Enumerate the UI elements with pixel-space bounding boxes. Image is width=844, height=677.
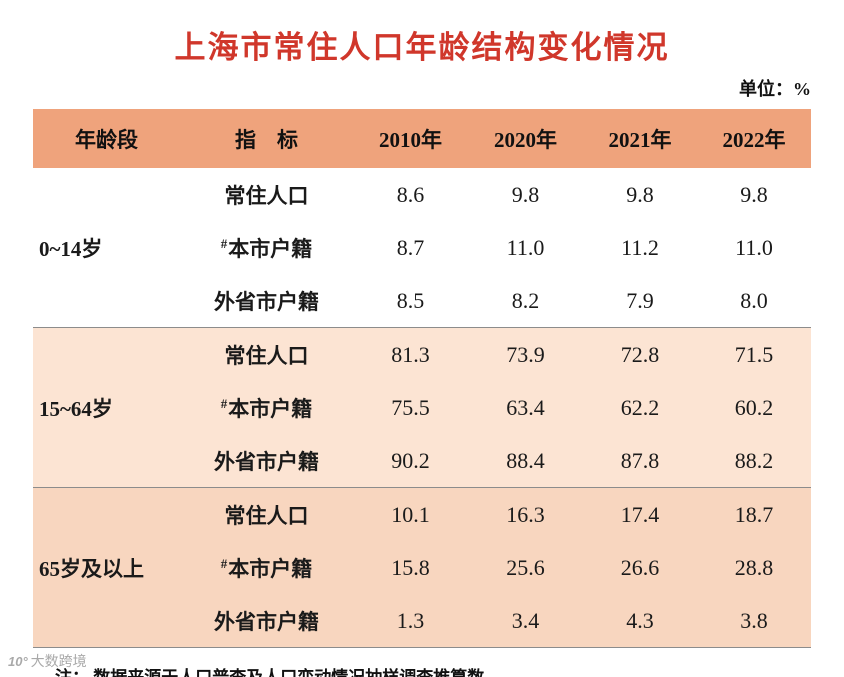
- value-cell: 3.4: [511, 607, 540, 633]
- col-header-2010: 2010年: [353, 109, 468, 168]
- value-cell: 1.3: [396, 607, 425, 633]
- value-cell: 16.3: [506, 501, 545, 527]
- value-cell: 63.4: [506, 394, 545, 420]
- table-row: 0~14岁 常住人口 8.6 9.8 9.8 9.8: [33, 168, 811, 261]
- table-row: 15~64岁 常住人口 81.3 73.9 72.8 71.5: [33, 328, 811, 421]
- value-cell: 11.2: [621, 234, 659, 260]
- value-cell: 7.9: [626, 287, 654, 313]
- col-header-2021: 2021年: [583, 109, 697, 168]
- age-group-15-64: 15~64岁 常住人口 81.3 73.9 72.8 71.5 #本市户籍 75…: [33, 327, 811, 488]
- indicator-text: 本市户籍: [228, 556, 313, 581]
- value-cell: 3.8: [740, 607, 768, 633]
- age-group-label: 15~64岁: [39, 396, 113, 421]
- value-cell: 73.9: [506, 341, 545, 367]
- age-group-0-14: 0~14岁 常住人口 8.6 9.8 9.8 9.8 #本市户籍 8.7 11.…: [33, 168, 811, 328]
- value-cell: 4.3: [626, 607, 654, 633]
- table-row: 65岁及以上 常住人口 10.1 16.3 17.4 18.7: [33, 488, 811, 581]
- age-group-label: 65岁及以上: [39, 556, 144, 581]
- value-cell: 87.8: [620, 447, 660, 473]
- value-cell: 25.6: [506, 554, 545, 580]
- value-cell: 71.5: [734, 341, 774, 367]
- value-cell: 60.2: [734, 394, 774, 420]
- value-cell: 72.8: [620, 341, 660, 367]
- hash-superscript: #: [220, 395, 228, 411]
- hash-superscript: #: [220, 235, 228, 251]
- value-cell: 81.3: [391, 341, 430, 367]
- indicator-text: 本市户籍: [228, 396, 313, 421]
- col-header-2022: 2022年: [697, 109, 811, 168]
- indicator-label: 外省市户籍: [214, 289, 319, 314]
- table-row: 外省市户籍 1.3 3.4 4.3 3.8: [33, 594, 811, 648]
- watermark-text: 大数跨境: [30, 653, 87, 669]
- value-cell: 8.2: [511, 287, 540, 313]
- value-cell: 8.5: [396, 287, 425, 313]
- value-cell: 62.2: [620, 394, 660, 420]
- value-cell: 10.1: [391, 501, 430, 527]
- value-cell: 9.8: [740, 181, 768, 207]
- indicator-text: 本市户籍: [228, 236, 313, 261]
- table-row: #本市户籍 75.5 63.4 62.2 60.2: [33, 381, 811, 434]
- indicator-label: 外省市户籍: [214, 609, 319, 634]
- indicator-label: 常住人口: [224, 343, 309, 368]
- value-cell: 8.7: [396, 234, 425, 260]
- value-cell: 15.8: [391, 554, 430, 580]
- age-group-label: 0~14岁: [39, 236, 103, 261]
- table-row: 外省市户籍 8.5 8.2 7.9 8.0: [33, 274, 811, 328]
- indicator-label: #本市户籍: [180, 221, 353, 274]
- watermark-logo-icon: 10°: [8, 653, 28, 669]
- page-title: 上海市常住人口年龄结构变化情况: [174, 30, 670, 65]
- indicator-label: #本市户籍: [180, 541, 353, 594]
- population-age-structure-table: 年龄段 指 标 2010年 2020年 2021年 2022年 0~14岁 常住…: [33, 109, 811, 648]
- value-cell: 11.0: [506, 234, 545, 260]
- age-group-65-plus: 65岁及以上 常住人口 10.1 16.3 17.4 18.7 #本市户籍 15…: [33, 487, 811, 648]
- value-cell: 8.0: [740, 287, 768, 313]
- value-cell: 17.4: [620, 501, 660, 527]
- value-cell: 88.4: [506, 447, 545, 473]
- value-cell: 26.6: [620, 554, 660, 580]
- header-row: 年龄段 指 标 2010年 2020年 2021年 2022年: [33, 109, 811, 168]
- col-header-age-group: 年龄段: [33, 109, 180, 168]
- table-row: #本市户籍 15.8 25.6 26.6 28.8: [33, 541, 811, 594]
- table-row: 外省市户籍 90.2 88.4 87.8 88.2: [33, 434, 811, 488]
- watermark: 10° 大数跨境: [8, 651, 87, 671]
- unit-label: 单位：%: [739, 79, 811, 99]
- value-cell: 9.8: [626, 181, 654, 207]
- value-cell: 75.5: [391, 394, 430, 420]
- indicator-label: #本市户籍: [180, 381, 353, 434]
- table-row: #本市户籍 8.7 11.0 11.2 11.0: [33, 221, 811, 274]
- indicator-label: 常住人口: [224, 183, 309, 208]
- col-header-2020: 2020年: [468, 109, 583, 168]
- value-cell: 88.2: [734, 447, 774, 473]
- table-header: 年龄段 指 标 2010年 2020年 2021年 2022年: [33, 109, 811, 168]
- hash-superscript: #: [220, 555, 228, 571]
- indicator-label: 外省市户籍: [214, 449, 319, 474]
- value-cell: 90.2: [391, 447, 430, 473]
- value-cell: 8.6: [396, 181, 425, 207]
- value-cell: 9.8: [511, 181, 540, 207]
- value-cell: 18.7: [734, 501, 774, 527]
- source-footnote: 注： 数据来源于人口普查及人口变动情况抽样调查推算数。: [33, 663, 811, 677]
- value-cell: 11.0: [735, 234, 773, 260]
- indicator-label: 常住人口: [224, 503, 309, 528]
- value-cell: 28.8: [734, 554, 774, 580]
- col-header-indicator: 指 标: [180, 109, 353, 168]
